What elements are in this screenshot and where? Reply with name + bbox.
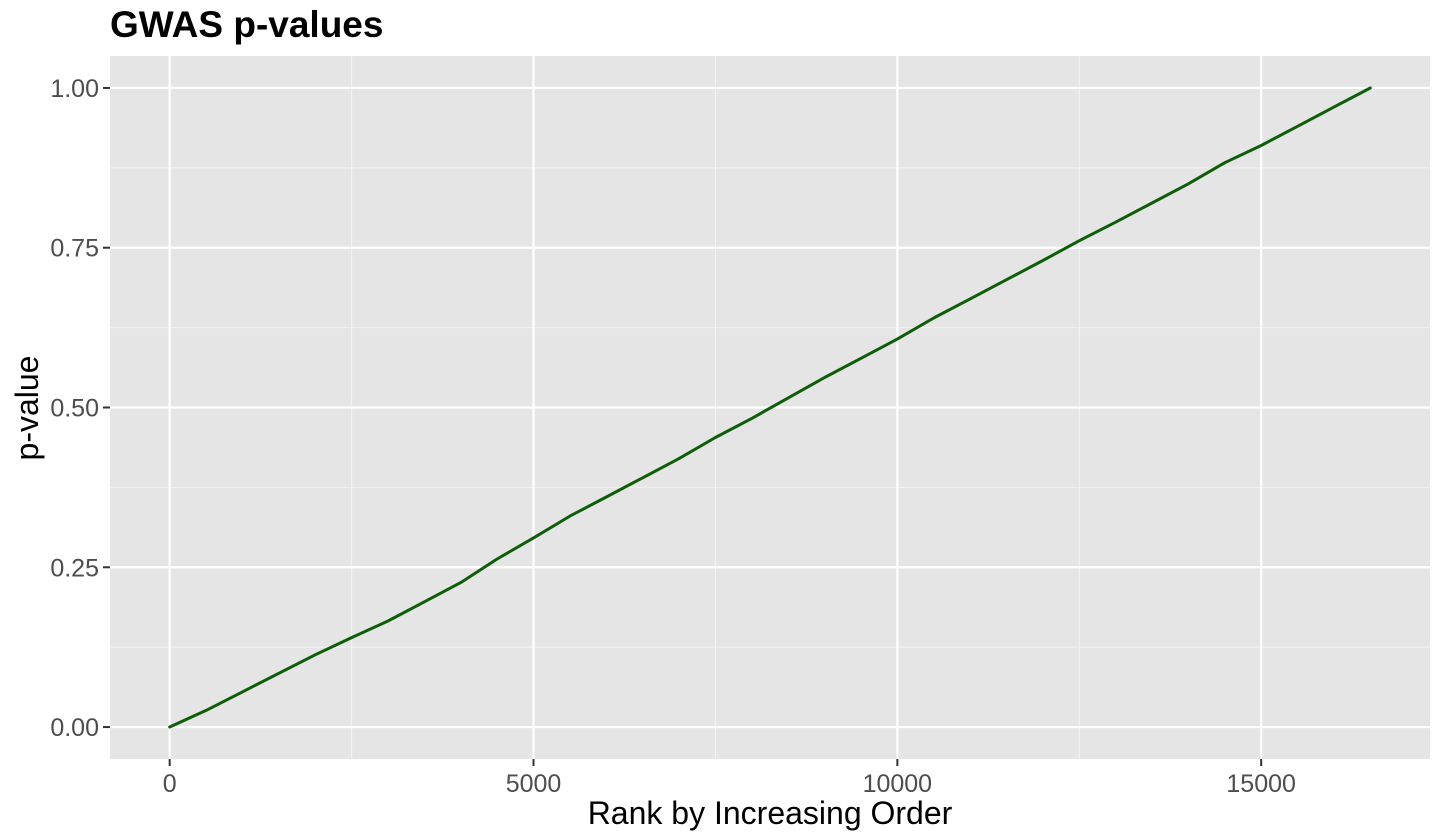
y-axis: 0.00 0.25 0.50 0.75 1.00 [50, 75, 110, 742]
y-tick-label: 0.00 [50, 714, 99, 742]
y-tick-label: 0.25 [50, 554, 99, 582]
y-tick-label: 0.50 [50, 395, 99, 423]
chart-title: GWAS p-values [110, 4, 383, 45]
x-axis: 0 5000 10000 15000 [163, 759, 1296, 798]
y-tick-label: 1.00 [50, 75, 99, 103]
x-tick-label: 0 [163, 770, 177, 798]
y-tick-label: 0.75 [50, 235, 99, 263]
x-axis-title: Rank by Increasing Order [588, 795, 953, 831]
x-tick-label: 5000 [506, 770, 562, 798]
x-tick-label: 10000 [863, 770, 933, 798]
major-grid [110, 56, 1430, 759]
pvalue-series-line [168, 86, 1372, 729]
series-layer [168, 86, 1372, 729]
y-axis-title: p-value [9, 356, 45, 461]
x-tick-label: 15000 [1226, 770, 1296, 798]
